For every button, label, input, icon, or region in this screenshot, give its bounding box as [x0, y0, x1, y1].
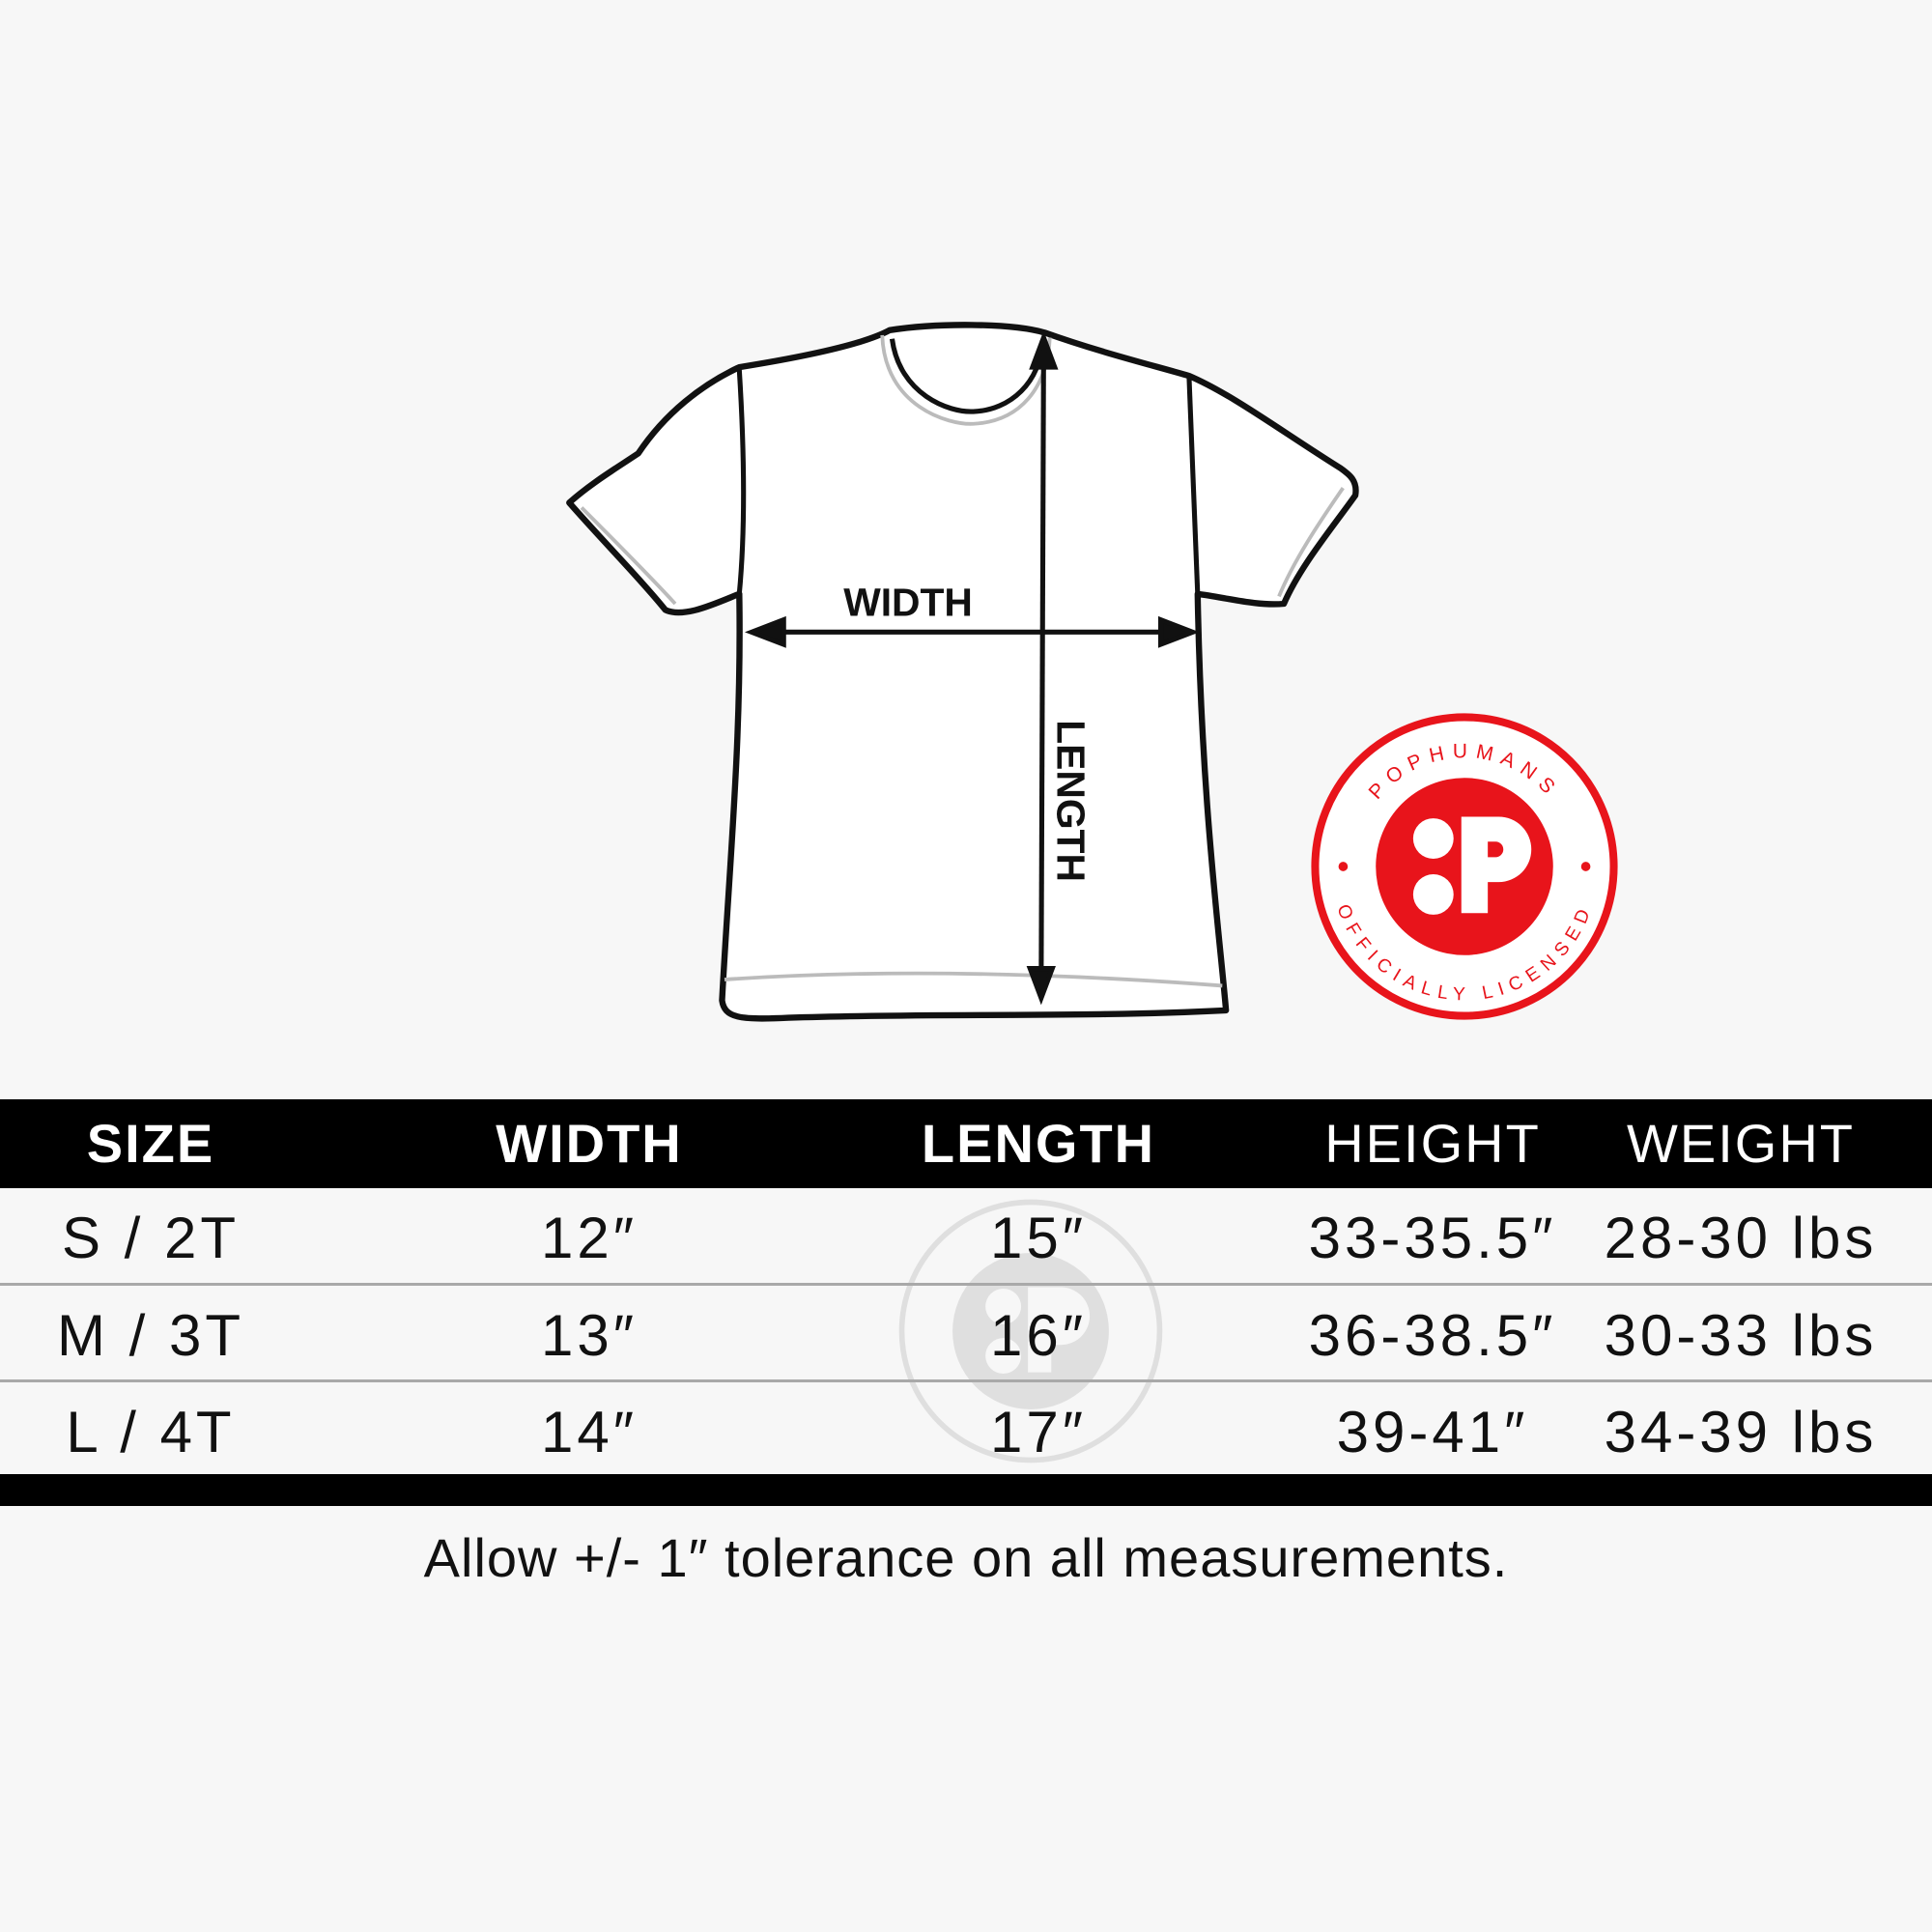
- cell-length: 15″: [990, 1206, 1087, 1270]
- table-bottom-bar: [0, 1474, 1932, 1506]
- left-sleeve-seam: [736, 369, 747, 595]
- right-cuff-trim: [1277, 487, 1345, 598]
- header-weight: WEIGHT: [1627, 1113, 1855, 1174]
- cell-height: 39-41″: [1336, 1400, 1529, 1464]
- header-width: WIDTH: [496, 1113, 683, 1174]
- cell-width: 13″: [541, 1303, 638, 1368]
- left-cuff-trim: [580, 506, 677, 606]
- table-row: S / 2T 12″ 15″ 33-35.5″ 28-30 lbs: [0, 1188, 1932, 1283]
- cell-weight: 34-39 lbs: [1604, 1400, 1878, 1464]
- cell-weight: 28-30 lbs: [1604, 1206, 1878, 1270]
- width-arrowhead-right: [1157, 615, 1200, 648]
- length-arrowhead-bottom: [1026, 966, 1056, 1006]
- cell-length: 16″: [990, 1303, 1087, 1368]
- pophumans-officially-licensed-logo: POPHUMANS OFFICIALLY LICENSED: [1311, 713, 1618, 1020]
- width-arrowhead-left: [744, 615, 786, 648]
- width-label: WIDTH: [843, 581, 973, 625]
- hem-trim: [724, 971, 1223, 988]
- cell-width: 12″: [541, 1206, 638, 1270]
- watermark-logo: [898, 1199, 1163, 1463]
- cell-height: 36-38.5″: [1308, 1303, 1557, 1368]
- cell-size: S / 2T: [61, 1206, 241, 1270]
- cell-height: 33-35.5″: [1308, 1206, 1557, 1270]
- cell-weight: 30-33 lbs: [1604, 1303, 1878, 1368]
- tolerance-note: Allow +/- 1″ tolerance on all measuremen…: [423, 1527, 1509, 1588]
- collar-outer-trim: [880, 334, 1052, 426]
- table-header: SIZE WIDTH LENGTH HEIGHT WEIGHT: [0, 1099, 1932, 1188]
- length-label: LENGTH: [1048, 720, 1093, 882]
- table-row: M / 3T 13″ 16″ 36-38.5″ 30-33 lbs: [0, 1286, 1932, 1380]
- right-sleeve-seam: [1186, 375, 1201, 594]
- cell-width: 14″: [541, 1400, 638, 1464]
- cell-size: L / 4T: [66, 1400, 236, 1464]
- table-row: L / 4T 14″ 17″ 39-41″ 34-39 lbs: [0, 1382, 1932, 1477]
- collar-inner: [889, 338, 1045, 414]
- header-height: HEIGHT: [1324, 1113, 1541, 1174]
- header-length: LENGTH: [921, 1113, 1156, 1174]
- tshirt-outline: [566, 322, 1359, 1022]
- cell-size: M / 3T: [56, 1303, 245, 1368]
- header-size: SIZE: [86, 1113, 215, 1174]
- length-arrow: [1038, 351, 1046, 986]
- row-divider: [0, 1379, 1932, 1382]
- cell-length: 17″: [990, 1400, 1087, 1464]
- length-arrowhead-top: [1029, 330, 1059, 370]
- row-divider: [0, 1283, 1932, 1286]
